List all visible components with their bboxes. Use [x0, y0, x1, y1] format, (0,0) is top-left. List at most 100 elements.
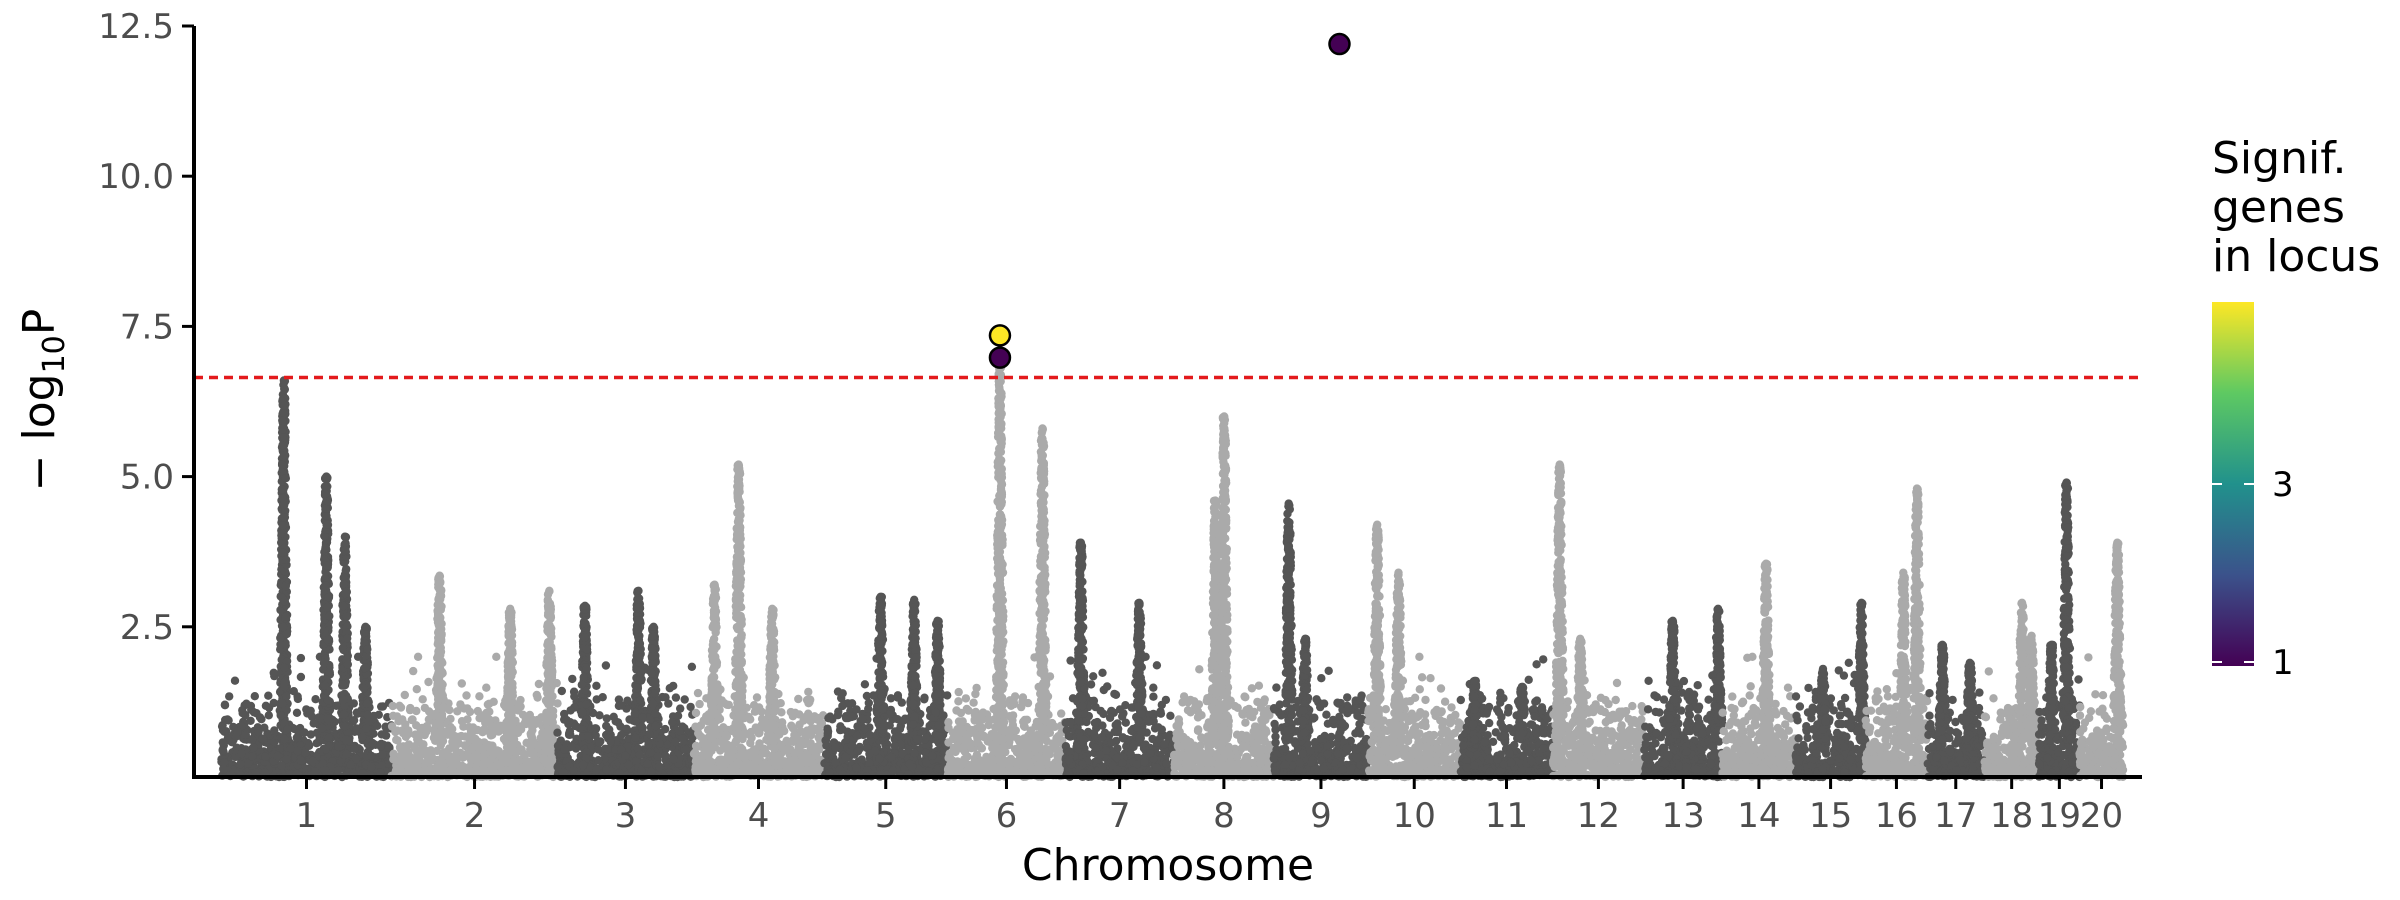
snp-point — [311, 695, 320, 704]
snp-point — [813, 715, 822, 724]
snp-point — [306, 730, 316, 739]
snp-point — [392, 712, 402, 721]
snp-point — [636, 676, 646, 685]
snp-point — [282, 755, 291, 764]
snp-point — [278, 425, 287, 434]
snp-point — [794, 694, 803, 704]
snp-point — [736, 503, 745, 513]
snp-point — [457, 761, 466, 770]
snp-point — [236, 760, 245, 769]
snp-point — [475, 692, 484, 701]
snp-point — [860, 680, 870, 689]
snp-point — [434, 593, 444, 602]
snp-point — [752, 693, 762, 702]
snp-point — [280, 500, 289, 510]
snp-point — [504, 698, 513, 707]
snp-point — [680, 695, 689, 704]
snp-point — [630, 709, 639, 718]
snp-point — [286, 744, 295, 753]
snp-point — [269, 668, 278, 677]
snp-point — [519, 749, 529, 759]
snp-point — [622, 724, 631, 733]
snp-point — [603, 744, 612, 754]
snp-point — [237, 749, 246, 759]
snp-point — [342, 749, 351, 759]
chromosome-2-points — [387, 571, 562, 782]
snp-point — [583, 732, 593, 741]
snp-point — [595, 738, 604, 747]
snp-point — [562, 715, 571, 725]
snp-point — [281, 582, 290, 591]
snp-point — [218, 746, 227, 755]
snp-point — [787, 721, 796, 730]
snp-point — [220, 758, 229, 767]
snp-point — [653, 752, 663, 761]
snp-point — [687, 662, 697, 671]
snp-point — [296, 653, 306, 663]
snp-point — [412, 706, 421, 716]
snp-point — [566, 706, 575, 715]
snp-point — [280, 401, 289, 410]
snp-point — [434, 718, 443, 727]
snp-point — [340, 588, 350, 598]
snp-point — [544, 677, 553, 686]
snp-point — [264, 711, 273, 720]
chromosome-1-points — [217, 376, 396, 782]
snp-point — [569, 766, 578, 775]
chromosome-4-points — [689, 460, 828, 782]
snp-point — [544, 746, 553, 756]
snp-point — [678, 734, 688, 743]
snp-point — [387, 722, 397, 731]
peak-snp-point — [710, 580, 719, 589]
snp-point — [321, 504, 330, 513]
snp-point — [582, 664, 591, 674]
snp-point — [735, 532, 744, 541]
snp-point — [338, 643, 347, 653]
snp-point — [273, 751, 282, 761]
snp-point — [248, 752, 257, 761]
snp-point — [747, 733, 756, 742]
snp-point — [261, 701, 271, 710]
snp-point — [289, 687, 298, 696]
peak-snp-point — [545, 586, 554, 595]
snp-point — [738, 681, 747, 690]
snp-point — [709, 697, 719, 707]
snp-point — [342, 612, 351, 621]
snp-point — [418, 695, 427, 704]
snp-point — [320, 766, 330, 775]
snp-point — [367, 751, 376, 761]
snp-point — [690, 748, 700, 757]
snp-point — [323, 714, 333, 724]
snp-point — [804, 730, 813, 739]
snp-point — [278, 416, 287, 425]
snp-point — [324, 593, 333, 602]
snp-point — [617, 701, 626, 710]
snp-point — [296, 672, 306, 682]
snp-point — [592, 765, 601, 775]
snp-point — [471, 755, 480, 764]
snp-point — [404, 740, 413, 749]
snp-point — [424, 724, 433, 734]
snp-point — [413, 652, 423, 661]
snp-point — [710, 596, 719, 605]
snp-point — [796, 736, 806, 745]
snp-point — [448, 767, 458, 776]
snp-point — [780, 726, 789, 736]
snp-point — [529, 716, 538, 725]
snp-point — [632, 625, 641, 634]
snp-point — [732, 577, 741, 587]
snp-point — [424, 677, 433, 687]
snp-point — [282, 692, 291, 701]
snp-point — [488, 764, 498, 773]
snp-point — [635, 603, 644, 612]
snp-point — [693, 688, 703, 698]
snp-point — [405, 757, 414, 766]
snp-point — [250, 692, 259, 701]
snp-point — [734, 729, 743, 738]
snp-point — [504, 758, 514, 767]
snp-point — [439, 703, 448, 712]
snp-point — [246, 716, 255, 725]
snp-point — [281, 612, 291, 621]
snp-point — [397, 761, 406, 771]
